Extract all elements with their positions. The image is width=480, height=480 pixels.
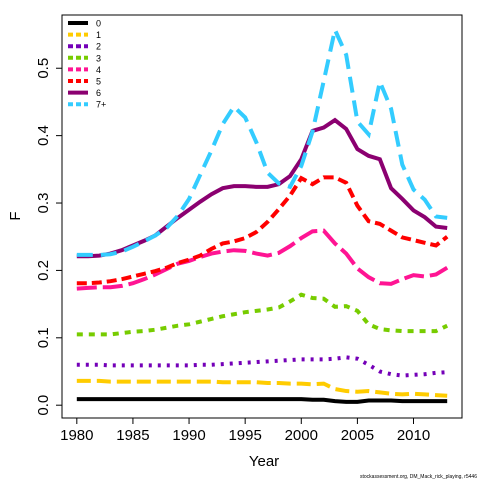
x-tick-label: 2010	[397, 427, 430, 444]
plot-frame	[61, 14, 463, 419]
y-tick-label: 0.1	[35, 327, 52, 348]
series-line	[76, 378, 448, 398]
series-line	[76, 117, 448, 259]
x-tick-label: 2005	[341, 427, 374, 444]
y-tick-label: 0.4	[35, 125, 52, 146]
legend-label: 6	[96, 88, 101, 98]
legend-label: 2	[96, 42, 101, 52]
series-line	[76, 175, 449, 286]
x-tick-label: 1980	[60, 427, 93, 444]
y-tick-label: 0.2	[35, 260, 52, 281]
y-tick-label: 0.0	[35, 395, 52, 416]
x-axis-label: Year	[249, 453, 279, 470]
legend-label: 5	[96, 77, 101, 87]
y-tick-label: 0.5	[35, 58, 52, 79]
y-axis-label: F	[7, 211, 24, 220]
legend-label: 0	[96, 19, 101, 29]
x-tick-label: 1990	[172, 427, 205, 444]
footnote: stockassessment.org, DM_Mack_rick_playin…	[360, 474, 477, 480]
legend-label: 4	[96, 65, 101, 75]
x-tick-label: 2000	[285, 427, 318, 444]
y-tick-label: 0.3	[35, 193, 52, 214]
series-line	[76, 355, 448, 378]
x-tick-label: 1995	[228, 427, 261, 444]
series-line	[76, 292, 449, 337]
series-line	[76, 23, 448, 257]
legend-label: 7+	[96, 100, 106, 110]
legend-label: 3	[96, 53, 101, 63]
series-line	[76, 228, 449, 291]
series-line	[76, 397, 448, 404]
x-tick-label: 1985	[116, 427, 149, 444]
legend-label: 1	[96, 30, 101, 40]
